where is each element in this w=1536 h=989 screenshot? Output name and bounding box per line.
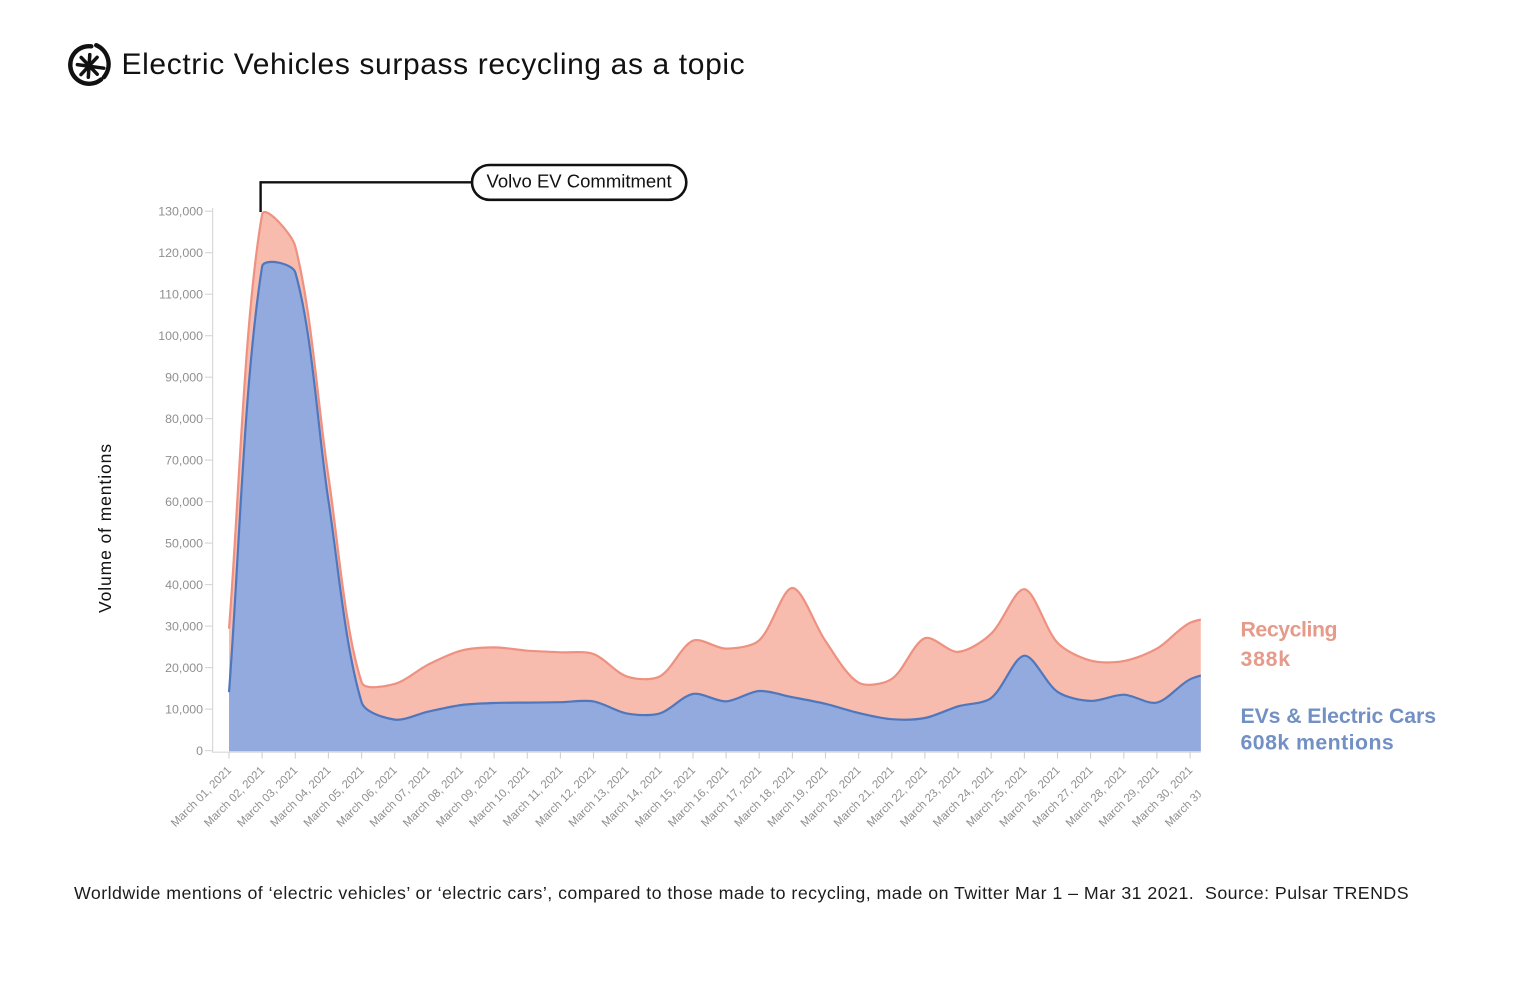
svg-text:100,000: 100,000 <box>158 329 203 343</box>
svg-text:80,000: 80,000 <box>165 412 203 426</box>
svg-text:130,000: 130,000 <box>158 205 203 219</box>
svg-text:10,000: 10,000 <box>165 703 203 717</box>
svg-text:Volvo EV Commitment: Volvo EV Commitment <box>487 170 672 191</box>
svg-text:Worldwide mentions of ‘electri: Worldwide mentions of ‘electric vehicles… <box>74 883 1409 903</box>
svg-text:Volume of mentions: Volume of mentions <box>95 443 115 613</box>
svg-text:20,000: 20,000 <box>165 661 203 675</box>
svg-text:Electric Vehicles surpass recy: Electric Vehicles surpass recycling as a… <box>122 48 746 81</box>
svg-text:90,000: 90,000 <box>165 371 203 385</box>
svg-text:388k: 388k <box>1241 647 1291 671</box>
svg-text:50,000: 50,000 <box>165 537 203 551</box>
svg-text:0: 0 <box>196 744 203 758</box>
svg-text:60,000: 60,000 <box>165 495 203 509</box>
svg-text:30,000: 30,000 <box>165 620 203 634</box>
svg-text:40,000: 40,000 <box>165 578 203 592</box>
svg-text:120,000: 120,000 <box>158 246 203 260</box>
svg-text:Recycling: Recycling <box>1241 617 1338 641</box>
svg-text:110,000: 110,000 <box>159 288 203 302</box>
svg-text:EVs & Electric Cars: EVs & Electric Cars <box>1241 704 1436 728</box>
svg-text:70,000: 70,000 <box>165 454 203 468</box>
svg-text:608k mentions: 608k mentions <box>1241 731 1395 755</box>
